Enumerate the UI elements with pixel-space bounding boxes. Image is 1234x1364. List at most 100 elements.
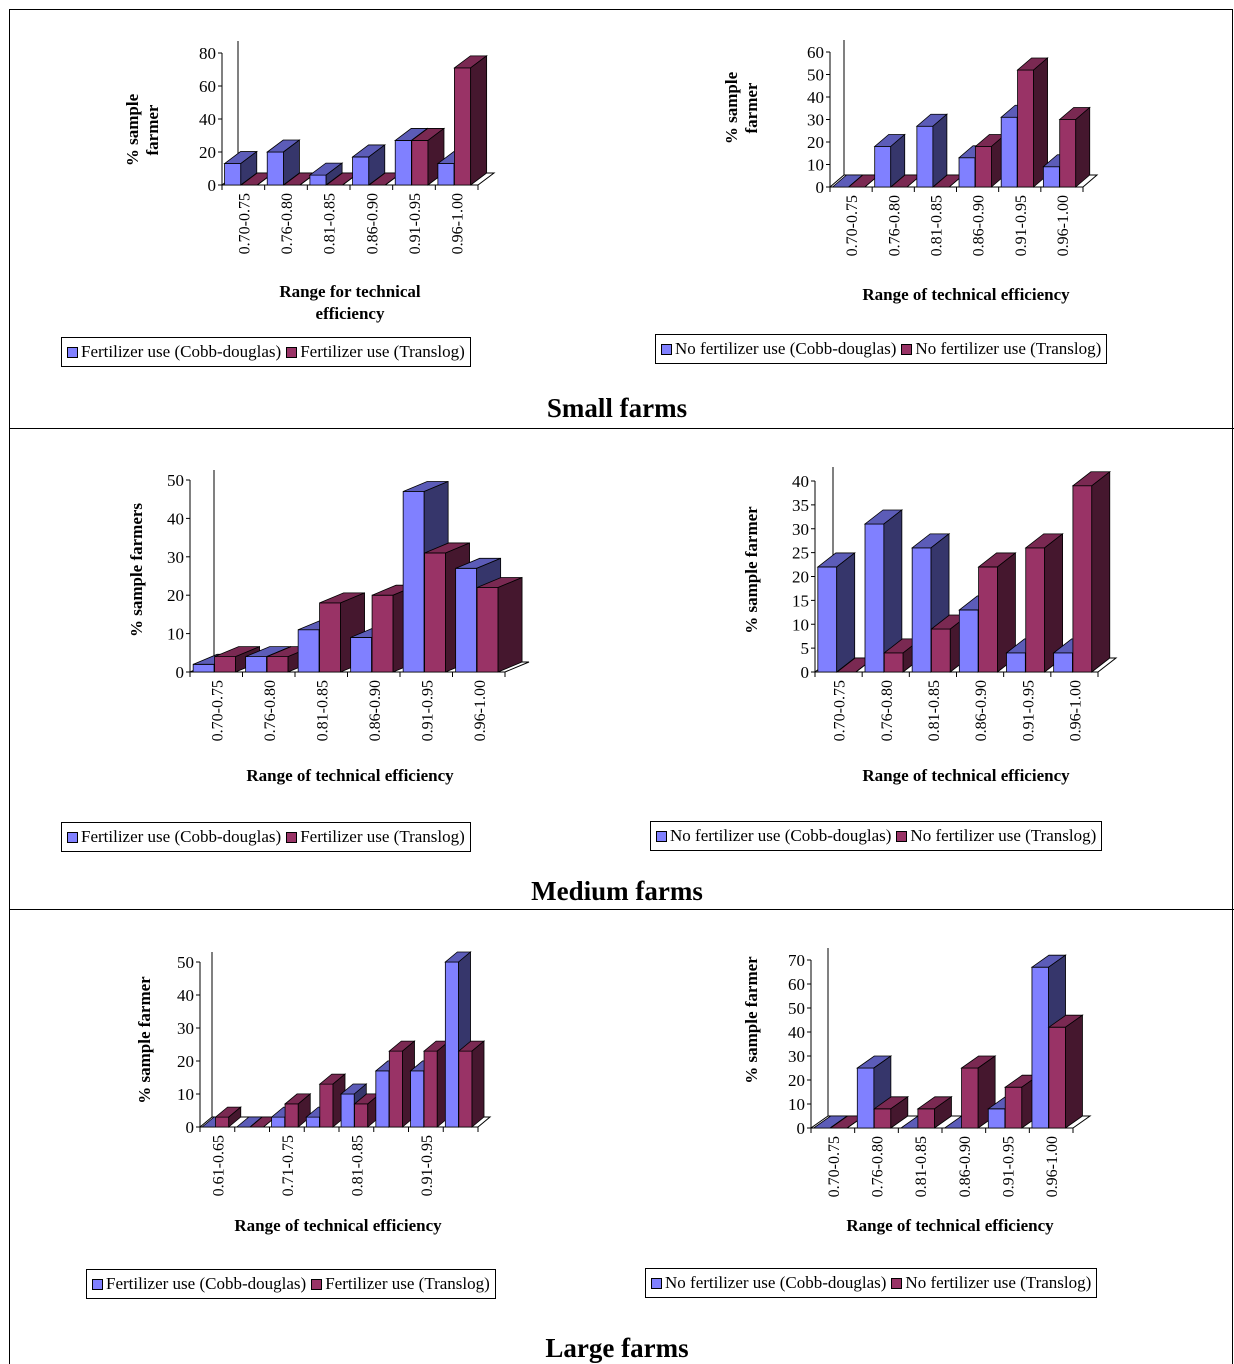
x-tick-label: 0.71-0.75 — [280, 1135, 297, 1196]
bar-translog — [977, 552, 1017, 673]
legend-swatch — [891, 1277, 903, 1289]
bar-translog — [872, 1096, 910, 1129]
y-tick-label: 70 — [788, 951, 805, 970]
y-tick-label: 40 — [177, 986, 194, 1005]
legend-entry: No fertilizer use (Cobb-douglas) — [651, 1273, 886, 1293]
legend-medium-fertilizer: Fertilizer use (Cobb-douglas) Fertilizer … — [61, 822, 471, 852]
bar-translog — [1016, 57, 1049, 188]
legend-entry: Fertilizer use (Cobb-douglas) — [67, 342, 281, 362]
y-tick-label: 60 — [199, 77, 216, 96]
legend-medium-no-fertilizer: No fertilizer use (Cobb-douglas) No ferti… — [650, 821, 1103, 851]
y-tick-label: 0 — [816, 178, 825, 197]
x-tick-label: 0.76-0.80 — [879, 680, 896, 741]
legend-swatch — [286, 346, 298, 358]
x-tick-label: 0.81-0.85 — [913, 1136, 930, 1197]
y-tick-label: 10 — [792, 615, 809, 634]
legend-entry: No fertilizer use (Translog) — [901, 339, 1101, 359]
x-axis-label: Range of technical efficiency — [846, 1216, 1054, 1235]
legend-label: Fertilizer use (Cobb-douglas) — [106, 1274, 307, 1293]
legend-swatch — [901, 343, 913, 355]
chart-svg: 0 5 10 15 20 25 30 35 40 0.70-0.75 0.76-0.80 0.81-0… — [742, 467, 1118, 785]
x-tick-label: 0.81-0.85 — [928, 195, 945, 256]
y-tick-label: 0 — [797, 1119, 806, 1138]
x-tick-label: 0.91-0.95 — [1020, 680, 1037, 741]
bar-translog — [476, 576, 523, 673]
legend-swatch — [656, 830, 667, 842]
y-tick-label: 10 — [177, 1085, 194, 1104]
x-tick-label: 0.96-1.00 — [1067, 680, 1084, 741]
x-tick-label: 0.76-0.80 — [886, 195, 903, 256]
x-tick-label: 0.96-1.00 — [450, 193, 467, 254]
legend-label: No fertilizer use (Cobb-douglas) — [675, 339, 897, 358]
x-tick-label: 0.91-0.95 — [407, 193, 424, 254]
legend-label: Fertilizer use (Translog) — [300, 342, 465, 361]
y-tick-label: 20 — [788, 1071, 805, 1090]
legend-swatch — [67, 831, 78, 843]
x-tick-label: 0.86-0.90 — [364, 193, 381, 254]
legend-swatch — [286, 831, 298, 843]
y-tick-label: 40 — [199, 110, 216, 129]
x-tick-label: 0.61-0.65 — [210, 1135, 227, 1196]
x-tick-label: 0.91-0.95 — [1001, 1136, 1018, 1197]
y-tick-label: 20 — [792, 568, 809, 587]
legend-entry: No fertilizer use (Translog) — [891, 1273, 1091, 1293]
x-tick-label: 0.86-0.90 — [973, 680, 990, 741]
chart-large-fertilizer: 0 10 20 30 40 50 0.61-0.65 0.71-0.75 0.81-0.85 0.… — [0, 920, 617, 1240]
bar-translog — [453, 55, 488, 186]
chart-svg: 0 10 20 30 40 50 60 70 0.70-0.75 0.76-0.80 0.81-0.… — [742, 948, 1092, 1235]
bar-cobb-douglas — [873, 133, 906, 188]
x-tick-label: 0.86-0.90 — [367, 680, 384, 741]
y-tick-label: 20 — [807, 133, 824, 152]
y-axis-label: % sample — [123, 93, 142, 166]
legend-label: No fertilizer use (Translog) — [915, 339, 1102, 358]
section-title-large-farms: Large farms — [545, 1333, 689, 1363]
y-tick-label: 60 — [788, 975, 805, 994]
y-tick-label: 0 — [176, 663, 185, 682]
y-tick-label: 50 — [177, 953, 194, 972]
legend-large-fertilizer: Fertilizer use (Cobb-douglas) Fertilizer … — [86, 1269, 496, 1299]
x-axis-label: efficiency — [316, 304, 385, 323]
section-divider — [9, 909, 1234, 910]
x-tick-label: 0.86-0.90 — [971, 195, 988, 256]
y-tick-label: 10 — [788, 1095, 805, 1114]
y-tick-label: 15 — [792, 591, 809, 610]
y-tick-label: 50 — [788, 999, 805, 1018]
y-tick-label: 20 — [177, 1052, 194, 1071]
y-tick-label: 10 — [167, 625, 184, 644]
chart-medium-no-fertilizer: 0 5 10 15 20 25 30 35 40 0.70-0.75 0.76-0.80 0.81-0… — [617, 450, 1234, 785]
y-axis-label: % sample farmer — [742, 956, 761, 1084]
chart-svg: 0 10 20 30 40 50 0.61-0.65 0.71-0.75 0.81-0.85 0.… — [135, 951, 492, 1235]
x-tick-label: 0.91-0.95 — [419, 1135, 436, 1196]
legend-entry: Fertilizer use (Translog) — [311, 1274, 490, 1294]
chart-small-fertilizer: 0 20 40 60 80 0.70-0.75 0.76-0.80 0.81-0.85 0.86… — [0, 20, 617, 340]
bar-cobb-douglas — [266, 139, 301, 186]
chart-svg: 0 20 40 60 80 0.70-0.75 0.76-0.80 0.81-0.85 0.86… — [123, 41, 496, 323]
x-tick-label: 0.81-0.85 — [314, 680, 331, 741]
bar-translog — [916, 1096, 953, 1129]
legend-swatch — [92, 1278, 103, 1290]
x-tick-label: 0.81-0.85 — [926, 680, 943, 741]
legend-small-fertilizer: Fertilizer use (Cobb-douglas) Fertilizer … — [61, 337, 471, 367]
y-axis-label: farmer — [742, 82, 761, 133]
legend-swatch — [651, 1277, 662, 1289]
x-axis-label: Range of technical efficiency — [862, 766, 1070, 785]
x-tick-label: 0.70-0.75 — [236, 193, 253, 254]
y-tick-label: 20 — [167, 586, 184, 605]
x-tick-label: 0.96-1.00 — [472, 680, 489, 741]
legend-swatch — [67, 346, 78, 358]
legend-label: Fertilizer use (Translog) — [300, 827, 465, 846]
x-axis-label: Range for technical — [279, 282, 421, 301]
bar-translog — [1024, 533, 1064, 673]
legend-swatch — [896, 830, 908, 842]
y-tick-label: 0 — [801, 663, 810, 682]
y-tick-label: 30 — [177, 1019, 194, 1038]
section-title-small-farms: Small farms — [546, 393, 688, 423]
legend-label: No fertilizer use (Cobb-douglas) — [670, 826, 892, 845]
x-axis-label: Range of technical efficiency — [246, 766, 454, 785]
y-tick-label: 80 — [199, 44, 216, 63]
x-tick-label: 0.76-0.80 — [870, 1136, 887, 1197]
bar-translog — [457, 1040, 486, 1128]
x-tick-label: 0.91-0.95 — [419, 680, 436, 741]
y-tick-label: 40 — [792, 472, 809, 491]
x-axis-label: Range of technical efficiency — [234, 1216, 442, 1235]
